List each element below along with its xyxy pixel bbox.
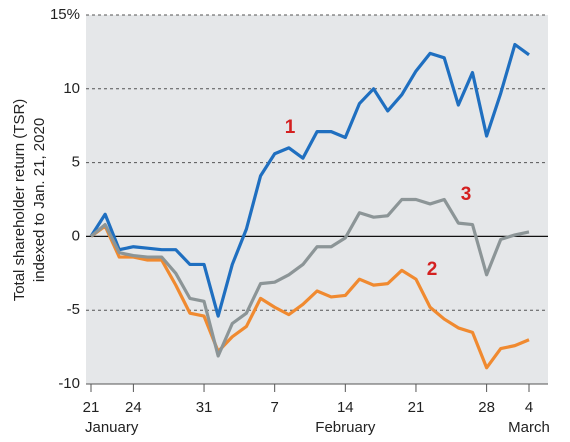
month-label: January [85, 419, 139, 436]
x-tick-label: 4 [525, 399, 533, 416]
y-tick-label: 5 [72, 154, 80, 171]
x-tick-label: 31 [196, 399, 213, 416]
y-tick-label: 0 [72, 227, 80, 244]
line-series [89, 197, 530, 358]
line-series [90, 224, 530, 370]
y-axis-label: Total shareholder return (TSR) [11, 99, 28, 302]
series-label: 1 [285, 117, 296, 138]
x-tick-label: 28 [478, 399, 495, 416]
y-tick-label: 15% [50, 6, 80, 23]
x-tick-label: 24 [125, 399, 142, 416]
month-label: March [508, 419, 550, 436]
y-tick-label: -5 [67, 301, 80, 318]
x-tick-label: 7 [271, 399, 279, 416]
line-series [89, 42, 530, 318]
x-tick-label: 14 [337, 399, 354, 416]
x-tick-label: 21 [408, 399, 425, 416]
y-tick-label: 10 [63, 80, 80, 97]
month-label: February [315, 419, 376, 436]
plot-area [86, 15, 548, 384]
y-tick-label: -10 [58, 375, 80, 392]
y-axis-label: indexed to Jan. 21, 2020 [31, 118, 48, 282]
series-label: 3 [461, 184, 472, 205]
x-tick-label: 21 [83, 399, 100, 416]
series-label: 2 [427, 259, 438, 280]
